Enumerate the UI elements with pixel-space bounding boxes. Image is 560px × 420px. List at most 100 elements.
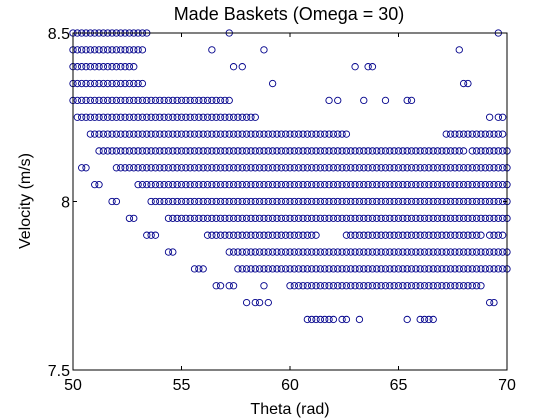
data-point: [425, 315, 433, 324]
data-point: [429, 231, 437, 239]
data-point: [360, 231, 368, 239]
data-point: [485, 248, 494, 256]
data-point: [234, 130, 242, 138]
data-point: [234, 231, 242, 239]
data-point: [342, 197, 351, 206]
data-point: [108, 197, 116, 206]
data-point: [494, 180, 502, 189]
data-point: [381, 265, 390, 273]
data-point: [433, 147, 442, 155]
data-point: [212, 231, 220, 239]
data-point: [295, 147, 303, 155]
data-point: [273, 265, 281, 273]
data-point: [247, 147, 255, 155]
data-point: [190, 265, 199, 273]
data-point: [351, 63, 359, 71]
data-point: [364, 282, 372, 290]
data-point: [321, 265, 329, 273]
data-point: [468, 265, 476, 273]
data-point: [394, 197, 403, 206]
data-point: [468, 180, 476, 189]
data-point: [264, 130, 272, 138]
data-point: [407, 180, 416, 189]
data-point: [468, 214, 476, 223]
data-point: [485, 147, 494, 155]
data-point: [312, 130, 320, 138]
data-point: [143, 231, 151, 239]
data-point: [442, 248, 450, 256]
data-point: [195, 214, 203, 223]
data-point: [121, 96, 129, 105]
data-point: [321, 197, 329, 206]
data-point: [472, 282, 481, 290]
data-point: [242, 197, 251, 206]
data-point: [308, 147, 316, 155]
data-point: [247, 265, 255, 273]
data-point: [499, 248, 507, 256]
data-point: [264, 298, 272, 307]
data-point: [347, 282, 355, 290]
data-point: [386, 180, 394, 189]
data-point: [277, 214, 285, 223]
data-point: [429, 282, 437, 290]
data-point: [160, 113, 168, 121]
data-point: [407, 147, 416, 155]
data-point: [273, 248, 281, 256]
data-point: [251, 248, 259, 256]
data-point: [212, 113, 220, 121]
data-point: [412, 147, 420, 155]
data-point: [303, 130, 312, 138]
data-point: [494, 164, 502, 172]
data-point: [99, 147, 108, 155]
data-point: [108, 130, 116, 138]
data-point: [169, 96, 177, 105]
data-point: [221, 164, 229, 172]
data-point: [455, 46, 463, 54]
data-point: [99, 130, 108, 138]
data-point: [225, 96, 233, 105]
data-point: [186, 180, 194, 189]
data-point: [394, 282, 403, 290]
data-point: [290, 164, 298, 172]
data-point: [399, 265, 407, 273]
data-point: [407, 282, 416, 290]
data-point: [360, 248, 368, 256]
data-point: [386, 214, 394, 223]
data-point: [481, 130, 489, 138]
data-point: [156, 113, 164, 121]
data-point: [342, 265, 351, 273]
data-point: [225, 214, 233, 223]
data-point: [260, 214, 268, 223]
data-point: [199, 147, 207, 155]
data-point: [403, 96, 411, 105]
data-point: [355, 147, 364, 155]
data-point: [355, 214, 364, 223]
data-point: [138, 79, 147, 88]
data-point: [455, 197, 463, 206]
data-point: [242, 265, 251, 273]
data-point: [238, 265, 246, 273]
data-point: [394, 147, 403, 155]
data-point: [459, 197, 468, 206]
data-point: [390, 180, 398, 189]
data-point: [416, 315, 424, 324]
data-point: [316, 315, 325, 324]
data-point: [325, 180, 333, 189]
data-point: [485, 298, 494, 307]
data-point: [173, 130, 181, 138]
data-point: [390, 282, 398, 290]
data-point: [251, 298, 259, 307]
data-point: [438, 180, 446, 189]
data-point: [151, 164, 160, 172]
data-point: [347, 248, 355, 256]
data-point: [225, 197, 233, 206]
data-point: [190, 164, 199, 172]
data-point: [412, 214, 420, 223]
data-point: [160, 130, 168, 138]
data-point: [386, 248, 394, 256]
data-point: [386, 197, 394, 206]
data-point: [299, 282, 307, 290]
data-point: [247, 214, 255, 223]
data-point: [438, 282, 446, 290]
data-point: [212, 96, 220, 105]
